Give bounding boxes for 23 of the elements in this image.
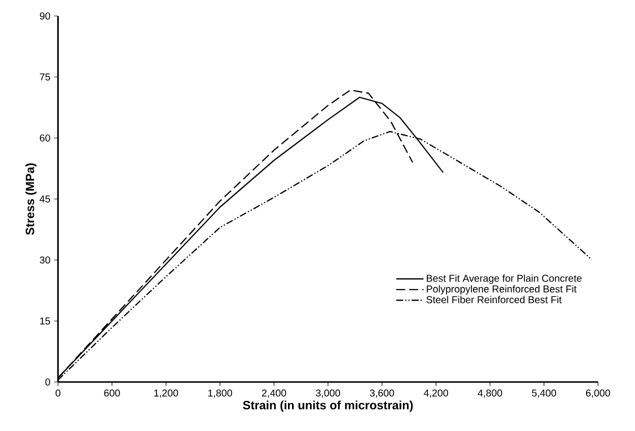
x-tick-label: 600 <box>104 390 120 397</box>
y-tick-label: 30 <box>40 256 50 264</box>
y-tick-label: 90 <box>40 12 50 20</box>
legend-label: Steel Fiber Reinforced Best Fit <box>426 296 562 304</box>
legend-label: Polypropylene Reinforced Best Fit <box>426 285 577 294</box>
y-tick-label: 45 <box>40 196 50 202</box>
x-tick-label: 3,600 <box>370 390 394 398</box>
y-tick-label: 60 <box>40 134 50 142</box>
x-tick-label: 4,200 <box>424 390 448 398</box>
x-tick-label: 3,000 <box>316 390 340 398</box>
x-tick-label: 2,400 <box>262 390 286 398</box>
x-tick-label: 0 <box>56 390 60 397</box>
x-tick-label: 5,400 <box>532 390 556 398</box>
x-axis-title: Strain (in units of microstrain) <box>242 400 413 412</box>
x-tick-label: 6,000 <box>586 390 610 398</box>
x-tick-label: 4,800 <box>478 390 502 398</box>
y-tick-label: 75 <box>40 74 50 80</box>
y-axis-title: Stress (MPa) <box>25 163 37 235</box>
y-tick-label: 0 <box>45 378 50 386</box>
x-tick-label: 1,200 <box>154 390 178 398</box>
legend-label: Best Fit Average for Plain Concrete <box>426 274 582 284</box>
x-tick-label: 1,800 <box>208 390 232 398</box>
y-tick-label: 15 <box>40 318 50 324</box>
